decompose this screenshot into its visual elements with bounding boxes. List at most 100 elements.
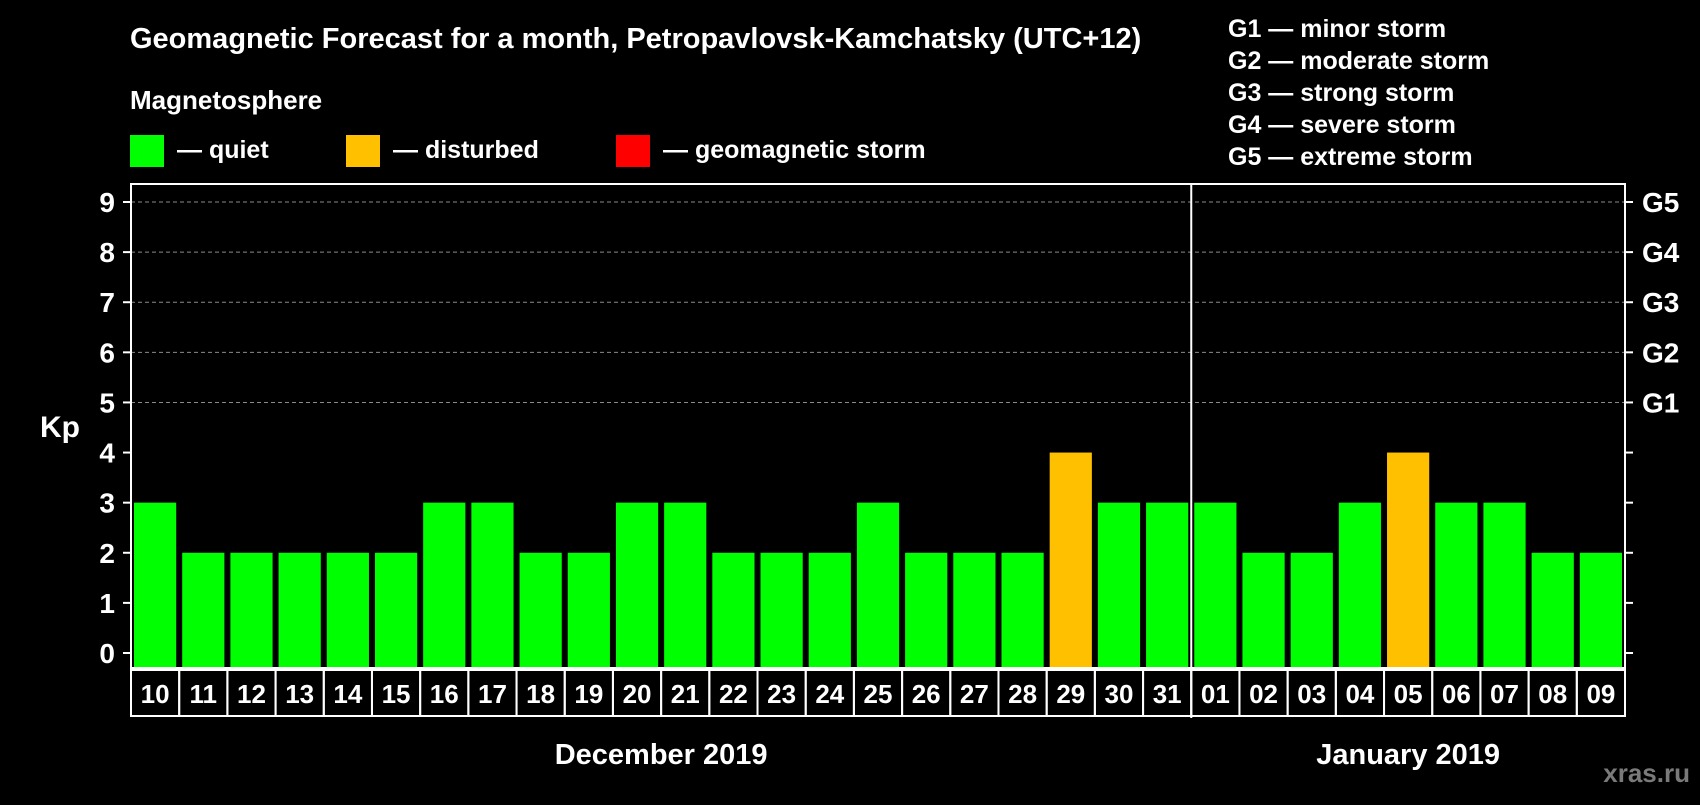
day-label-13: 13 — [285, 679, 314, 709]
day-label-15: 15 — [382, 679, 411, 709]
month-labels: December 2019 January 2019 — [555, 739, 1500, 771]
day-label-26: 26 — [912, 679, 941, 709]
bar-29 — [1049, 452, 1092, 668]
bar-05 — [1387, 452, 1430, 668]
y-tick-label-4: 4 — [99, 438, 115, 469]
day-label-17: 17 — [478, 679, 507, 709]
storm-level-label-G2: G2 — [1642, 337, 1679, 368]
watermark: xras.ru — [1603, 758, 1690, 788]
storm-legend-item-4: G5 — extreme storm — [1228, 143, 1473, 171]
bar-15 — [374, 552, 418, 668]
bar-31 — [1146, 502, 1189, 668]
day-label-01: 01 — [1201, 679, 1230, 709]
bar-17 — [471, 502, 514, 668]
bar-10 — [134, 502, 177, 668]
storm-level-label-G1: G1 — [1642, 387, 1679, 418]
bar-23 — [760, 552, 803, 668]
day-label-12: 12 — [237, 679, 266, 709]
bar-20 — [615, 502, 659, 668]
legend-label-1: — disturbed — [393, 136, 539, 164]
legend-swatch-1 — [346, 135, 380, 167]
y-axis-label: Kp — [40, 411, 80, 444]
day-label-20: 20 — [623, 679, 652, 709]
storm-level-label-G4: G4 — [1642, 237, 1680, 268]
bar-09 — [1579, 552, 1622, 668]
storm-level-label-G5: G5 — [1642, 187, 1679, 218]
bar-01 — [1194, 502, 1237, 668]
day-label-23: 23 — [767, 679, 796, 709]
chart-subtitle: Magnetosphere — [130, 85, 322, 115]
y-tick-label-5: 5 — [99, 387, 115, 418]
day-label-24: 24 — [815, 679, 844, 709]
bar-03 — [1290, 552, 1333, 668]
day-label-29: 29 — [1056, 679, 1085, 709]
bar-28 — [1001, 552, 1044, 668]
storm-legend-item-1: G2 — moderate storm — [1228, 47, 1489, 75]
bar-24 — [808, 552, 851, 668]
day-label-21: 21 — [671, 679, 700, 709]
day-label-14: 14 — [333, 679, 362, 709]
legend: — quiet — disturbed — geomagnetic storm — [130, 135, 926, 167]
storm-scale-legend: G1 — minor storm G2 — moderate storm G3 — … — [1228, 15, 1489, 171]
day-label-31: 31 — [1153, 679, 1182, 709]
bar-06 — [1435, 502, 1478, 668]
bar-30 — [1097, 502, 1141, 668]
bar-22 — [712, 552, 755, 668]
day-label-05: 05 — [1394, 679, 1423, 709]
y-tick-label-8: 8 — [99, 237, 115, 268]
bar-07 — [1483, 502, 1526, 668]
day-label-04: 04 — [1345, 679, 1374, 709]
bar-13 — [278, 552, 321, 668]
day-label-27: 27 — [960, 679, 989, 709]
x-axis: 10 11 12 13 14 15 16 17 18 19 20 21 22 23 24 25 26 27 28 29… — [130, 669, 1626, 717]
y-tick-label-2: 2 — [99, 538, 115, 569]
day-label-28: 28 — [1008, 679, 1037, 709]
plot-border — [130, 183, 1626, 669]
bar-02 — [1242, 552, 1285, 668]
month-label-0: December 2019 — [555, 739, 768, 771]
bar-14 — [326, 552, 369, 668]
y-tick-label-7: 7 — [99, 287, 115, 318]
day-label-30: 30 — [1105, 679, 1134, 709]
legend-swatch-2 — [616, 135, 650, 167]
grid-lines — [131, 201, 1625, 403]
y-tick-label-6: 6 — [99, 337, 115, 368]
day-label-10: 10 — [141, 679, 170, 709]
y-tick-label-3: 3 — [99, 488, 115, 519]
y-axis: 0 1 2 3 4 5 6 7 8 9 — [99, 187, 131, 669]
day-label-03: 03 — [1297, 679, 1326, 709]
storm-level-label-G3: G3 — [1642, 287, 1679, 318]
chart-title: Geomagnetic Forecast for a month, Petrop… — [130, 23, 1141, 55]
bar-12 — [230, 552, 273, 668]
bar-18 — [519, 552, 562, 668]
month-label-1: January 2019 — [1316, 739, 1500, 771]
day-label-06: 06 — [1442, 679, 1471, 709]
bar-11 — [182, 552, 225, 668]
day-label-11: 11 — [190, 679, 218, 709]
bar-16 — [423, 502, 466, 668]
y-tick-label-9: 9 — [99, 187, 115, 218]
day-cell-09 — [1575, 669, 1626, 717]
day-label-19: 19 — [574, 679, 603, 709]
y-tick-label-1: 1 — [99, 588, 115, 619]
bar-21 — [664, 502, 707, 668]
day-label-02: 02 — [1249, 679, 1278, 709]
day-label-08: 08 — [1538, 679, 1567, 709]
plot-frame — [130, 183, 1626, 718]
day-label-07: 07 — [1490, 679, 1519, 709]
day-label-18: 18 — [526, 679, 555, 709]
bar-25 — [856, 502, 900, 668]
bar-27 — [953, 552, 996, 668]
bar-04 — [1338, 502, 1382, 668]
bars — [134, 452, 1622, 668]
day-label-16: 16 — [430, 679, 459, 709]
day-label-25: 25 — [864, 679, 893, 709]
bar-26 — [905, 552, 948, 668]
legend-label-2: — geomagnetic storm — [663, 136, 926, 164]
storm-legend-item-2: G3 — strong storm — [1228, 79, 1454, 107]
day-label-09: 09 — [1586, 679, 1615, 709]
bar-08 — [1531, 552, 1574, 668]
storm-legend-item-3: G4 — severe storm — [1228, 111, 1456, 139]
bar-19 — [567, 552, 610, 668]
